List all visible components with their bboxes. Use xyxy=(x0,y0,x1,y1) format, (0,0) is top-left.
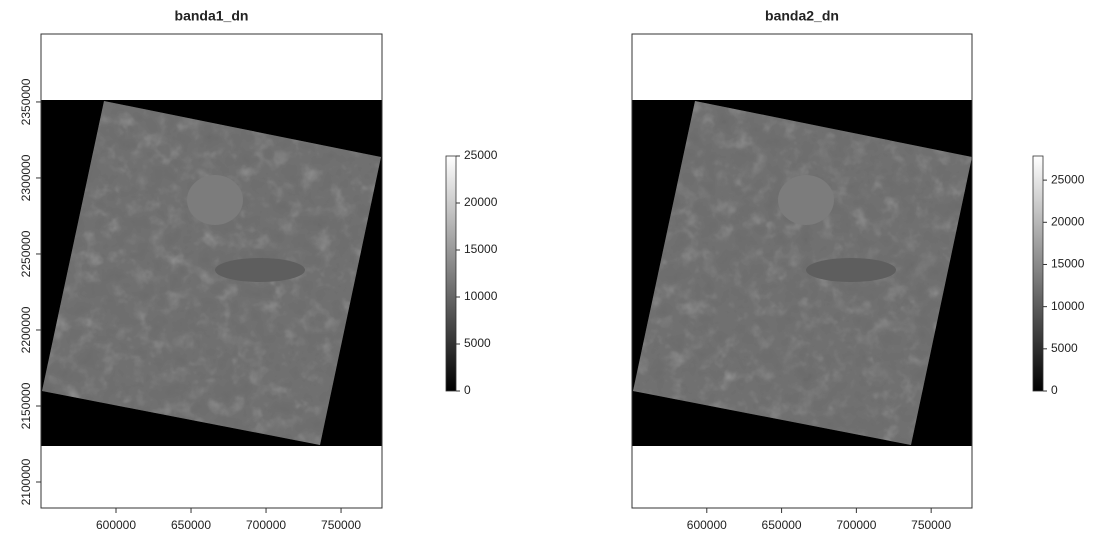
plot-panel: banda2_dn 600000 650000 700000 750000 0 5000 10… xyxy=(632,8,1085,532)
x-tick-label: 750000 xyxy=(321,518,361,532)
x-tick-label: 600000 xyxy=(687,518,727,532)
colorbar xyxy=(1033,156,1043,391)
y-tick-label: 2200000 xyxy=(19,306,33,353)
y-tick-label: 2250000 xyxy=(19,230,33,277)
colorbar-tick-label: 10000 xyxy=(1051,299,1085,313)
page: {"chart_data": [ {"type": "raster", "tit… xyxy=(0,0,1100,540)
y-tick-label: 2100000 xyxy=(19,458,33,505)
colorbar-tick-label: 15000 xyxy=(1051,257,1085,271)
colorbar-tick-label: 10000 xyxy=(464,289,498,303)
colorbar-tick-label: 5000 xyxy=(1051,341,1078,355)
y-tick-label: 2300000 xyxy=(19,154,33,201)
raster-feature xyxy=(806,258,896,282)
x-tick-label: 700000 xyxy=(246,518,286,532)
panel-title: banda2_dn xyxy=(765,8,839,24)
panel-title: banda1_dn xyxy=(175,8,249,24)
raster-feature xyxy=(187,175,243,225)
x-tick-label: 700000 xyxy=(836,518,876,532)
raster-feature xyxy=(215,258,305,282)
colorbar xyxy=(446,156,456,391)
colorbar-tick-label: 25000 xyxy=(1051,172,1085,186)
x-tick-label: 650000 xyxy=(171,518,211,532)
y-tick-label: 2150000 xyxy=(19,382,33,429)
colorbar-tick-label: 0 xyxy=(1051,383,1058,397)
x-tick-label: 750000 xyxy=(911,518,951,532)
x-tick-label: 600000 xyxy=(96,518,136,532)
colorbar-tick-label: 25000 xyxy=(464,148,498,162)
plot-panel: banda1_dn 600000 650000 700000 750000 2100000… xyxy=(19,8,498,532)
chart: banda1_dn 600000 650000 700000 750000 2100000… xyxy=(0,0,1100,540)
colorbar-tick-label: 5000 xyxy=(464,336,491,350)
colorbar-tick-label: 20000 xyxy=(1051,214,1085,228)
colorbar-tick-label: 15000 xyxy=(464,242,498,256)
y-tick-label: 2350000 xyxy=(19,78,33,125)
colorbar-tick-label: 0 xyxy=(464,383,471,397)
colorbar-tick-label: 20000 xyxy=(464,195,498,209)
x-tick-label: 650000 xyxy=(762,518,802,532)
raster-feature xyxy=(778,175,834,225)
